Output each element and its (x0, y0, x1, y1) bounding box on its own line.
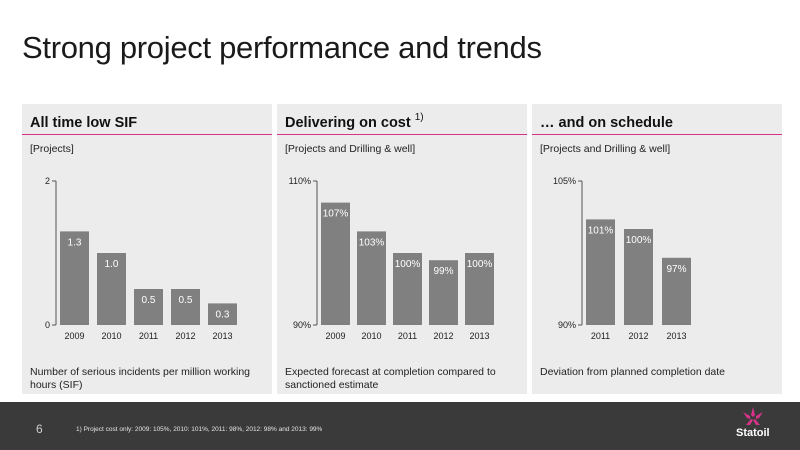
page-title: Strong project performance and trends (22, 30, 542, 65)
x-tick-label: 2013 (212, 331, 232, 341)
bar (321, 202, 350, 325)
bar (624, 229, 653, 325)
data-label: 1.0 (105, 259, 119, 270)
y-tick-label: 90% (558, 320, 576, 330)
bar (171, 289, 200, 325)
data-label: 100% (626, 235, 652, 246)
panel-header: Delivering on cost 1) (277, 104, 527, 135)
footnote: 1) Project cost only: 2009: 105%, 2010: … (76, 426, 323, 433)
x-tick-label: 2013 (469, 331, 489, 341)
sif-bar-chart: 0 2 1.3 2009 1.0 2010 0.5 2011 0.5 2012 0.3 2013 (45, 176, 237, 341)
panel-title: … and on schedule (540, 113, 673, 131)
bar (465, 253, 494, 325)
x-tick-label: 2010 (101, 331, 121, 341)
panel-unit: [Projects] (30, 143, 74, 155)
panel-note: Expected forecast at completion compared… (285, 366, 496, 391)
panel-title: Delivering on cost 1) (285, 112, 424, 131)
bar (357, 231, 386, 325)
panel-title-text: All time low SIF (30, 114, 138, 131)
panel-header: All time low SIF (22, 104, 272, 135)
logo-text: Statoil (736, 427, 770, 439)
panel-unit: [Projects and Drilling & well] (540, 143, 671, 155)
x-tick-label: 2012 (175, 331, 195, 341)
data-label: 107% (323, 209, 349, 220)
statoil-logo: Statoil (724, 407, 784, 442)
data-label: 0.5 (179, 295, 193, 306)
panel-sif: All time low SIF [Projects] 0 2 1.3 2009 1.0… (22, 104, 272, 394)
panel-cost: Delivering on cost 1) [Projects and Dril… (277, 104, 527, 394)
data-label: 0.3 (216, 309, 230, 320)
y-tick-label: 105% (553, 176, 576, 186)
data-label: 99% (433, 266, 453, 277)
footer-bar: 6 1) Project cost only: 2009: 105%, 2010… (0, 402, 800, 450)
x-tick-label: 2012 (433, 331, 453, 341)
data-label: 103% (359, 237, 385, 248)
panel-title-text: … and on schedule (540, 114, 673, 131)
panel-schedule: … and on schedule [Projects and Drilling… (532, 104, 782, 394)
data-label: 101% (588, 225, 614, 236)
data-label: 97% (666, 264, 686, 275)
x-tick-label: 2011 (139, 331, 158, 341)
schedule-bar-chart: 90% 105% 101% 2011 100% 2012 97% 2013 (553, 176, 691, 341)
y-tick-label: 90% (293, 320, 311, 330)
data-label: 0.5 (142, 295, 156, 306)
y-tick-label: 110% (289, 176, 311, 186)
panel-title-footnote-ref: 1) (414, 112, 424, 123)
panel-note: Number of serious incidents per million … (30, 366, 251, 391)
panel-note: Deviation from planned completion date (540, 366, 726, 378)
bar (208, 303, 237, 325)
x-tick-label: 2013 (666, 331, 686, 341)
x-tick-label: 2012 (628, 331, 648, 341)
bar (662, 257, 691, 325)
x-tick-label: 2010 (361, 331, 381, 341)
bar (97, 253, 126, 325)
y-tick-label: 0 (45, 320, 50, 330)
panel-header: … and on schedule (532, 104, 782, 135)
data-label: 100% (395, 259, 421, 270)
data-label: 100% (467, 259, 493, 270)
bar (60, 231, 89, 325)
bar (429, 260, 458, 325)
x-tick-label: 2009 (64, 331, 84, 341)
star-icon (743, 407, 763, 425)
cost-bar-chart: 90% 110% 107% 2009 103% 2010 100% 2011 99% 2012 10… (289, 176, 494, 341)
x-tick-label: 2009 (325, 331, 345, 341)
data-label: 1.3 (68, 237, 82, 248)
panel-title-text: Delivering on cost (285, 114, 411, 131)
panel-unit: [Projects and Drilling & well] (285, 143, 416, 155)
x-tick-label: 2011 (591, 331, 610, 341)
bar (586, 219, 615, 325)
panel-title: All time low SIF (30, 113, 137, 131)
y-tick-label: 2 (45, 176, 50, 186)
bar (393, 253, 422, 325)
page-number: 6 (36, 422, 43, 436)
bar (134, 289, 163, 325)
x-tick-label: 2011 (398, 331, 417, 341)
